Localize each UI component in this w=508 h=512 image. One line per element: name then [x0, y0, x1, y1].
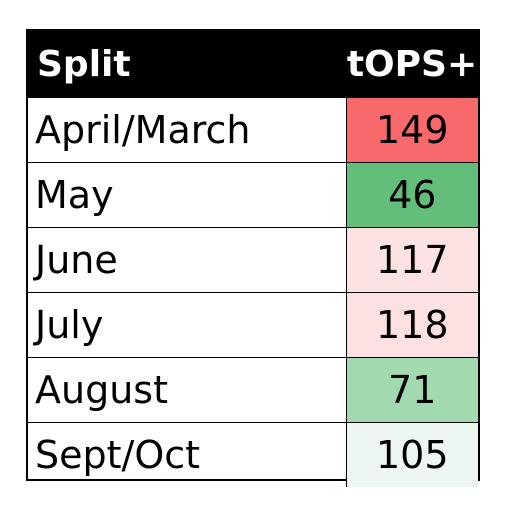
splits-table: Split tOPS+ April/March 149 May 46 June …: [28, 31, 478, 487]
tops-cell: 149: [346, 97, 478, 163]
table-row: May 46: [28, 162, 478, 228]
split-cell: July: [28, 292, 347, 358]
tops-cell: 105: [346, 422, 478, 487]
split-cell: Sept/Oct: [28, 422, 347, 487]
split-cell: May: [28, 162, 347, 228]
tops-cell: 71: [346, 357, 478, 423]
table-row: Sept/Oct 105: [28, 422, 478, 487]
split-cell: April/March: [28, 97, 347, 163]
split-cell: August: [28, 357, 347, 423]
table-row: April/March 149: [28, 97, 478, 163]
tops-cell: 118: [346, 292, 478, 358]
tops-cell: 46: [346, 162, 478, 228]
table-row: July 118: [28, 292, 478, 358]
tops-cell: 117: [346, 227, 478, 293]
table-row: August 71: [28, 357, 478, 423]
header-row: Split tOPS+: [28, 31, 478, 98]
split-cell: June: [28, 227, 347, 293]
header-split: Split: [28, 31, 346, 98]
table-row: June 117: [28, 227, 478, 293]
tops-table: Split tOPS+ April/March 149 May 46 June …: [26, 29, 480, 487]
header-tops: tOPS+: [346, 31, 478, 98]
